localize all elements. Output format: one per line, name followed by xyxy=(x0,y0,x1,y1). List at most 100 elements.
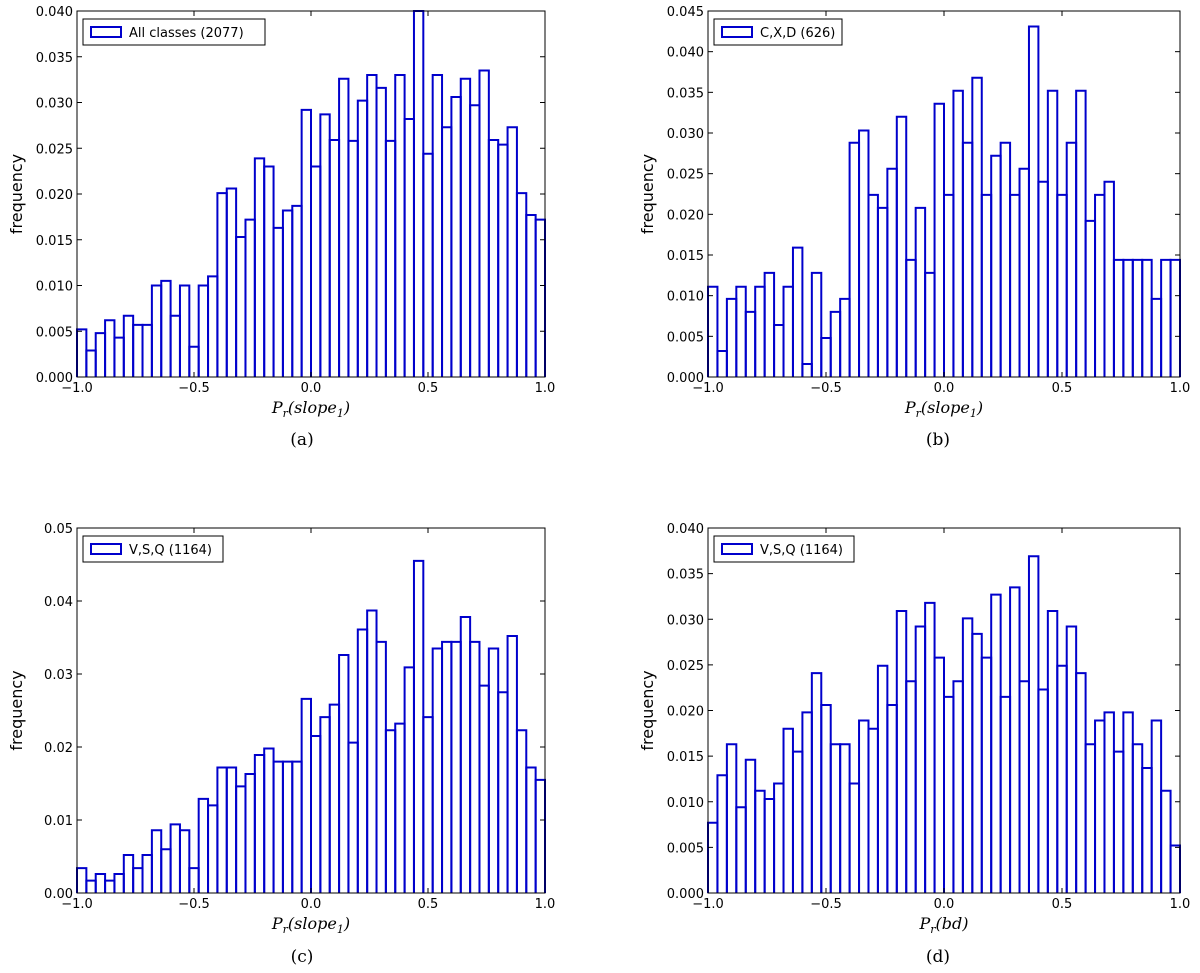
histogram-bar xyxy=(366,74,378,377)
histogram-bar xyxy=(1141,766,1153,893)
panel-caption: (c) xyxy=(291,947,314,967)
y-axis-label: frequency xyxy=(7,154,26,234)
histogram-bar xyxy=(1018,680,1030,893)
histogram-bar xyxy=(412,10,425,377)
histogram-bar xyxy=(1141,258,1153,377)
histogram-bar xyxy=(707,285,719,377)
histogram-bar xyxy=(132,867,144,893)
x-tick-label: 1.0 xyxy=(1170,897,1191,912)
histogram-bar xyxy=(534,218,546,377)
histogram-bars xyxy=(76,10,546,377)
histogram-bar xyxy=(1056,664,1068,893)
histogram-bar xyxy=(952,89,964,377)
x-tick-label: 0.5 xyxy=(1052,897,1073,912)
histogram-bar xyxy=(895,610,908,893)
x-tick-label: 0.0 xyxy=(301,897,322,912)
histogram-bar xyxy=(150,829,163,893)
histogram-bar xyxy=(497,691,509,893)
histogram-bar xyxy=(876,206,889,377)
histogram-bar xyxy=(85,879,97,893)
x-tick-label: 0.5 xyxy=(418,381,439,396)
y-tick-label: 0.04 xyxy=(44,595,73,610)
y-tick-label: 0.000 xyxy=(36,371,73,386)
histogram-bar xyxy=(1046,89,1059,377)
histogram-bar xyxy=(735,806,747,893)
legend-label: V,S,Q (1164) xyxy=(760,543,843,558)
histogram-bar xyxy=(216,766,228,893)
histogram-bar xyxy=(725,743,738,893)
histogram-bar xyxy=(1160,789,1172,893)
histogram-bar xyxy=(515,192,528,377)
histogram-bar xyxy=(375,86,387,377)
histogram-bar xyxy=(999,141,1012,377)
histogram-bar xyxy=(1046,610,1059,893)
histogram-bar xyxy=(952,680,964,893)
histogram-bar xyxy=(773,323,785,377)
legend-box xyxy=(82,535,224,563)
histogram-bar xyxy=(707,821,719,893)
y-tick-label: 0.005 xyxy=(667,330,704,345)
legend: All classes (2077) xyxy=(82,18,266,46)
histogram-bar xyxy=(1169,844,1181,893)
histogram-bar xyxy=(1037,180,1049,377)
histogram-bar xyxy=(328,139,341,377)
panel-caption: (d) xyxy=(926,947,950,967)
legend-swatch xyxy=(90,26,122,38)
histogram-bar xyxy=(810,672,823,893)
histogram-bar xyxy=(94,332,107,377)
histogram-bar xyxy=(943,193,955,377)
histogram-bar xyxy=(431,647,444,893)
x-axis-label: Pr(bd) xyxy=(918,914,968,936)
chart-panel: −1.0 −0.5 0.0 0.5 1.0 0.000 0.005 0.010 0.015 0.0… xyxy=(638,5,1190,450)
histogram-bar xyxy=(141,854,153,893)
histogram-bar xyxy=(1009,193,1021,377)
y-tick-label: 0.040 xyxy=(667,46,704,61)
histogram-bar xyxy=(347,741,359,893)
histogram-bar xyxy=(225,766,238,893)
histogram-bar xyxy=(1027,555,1040,893)
histogram-bar xyxy=(1169,258,1181,377)
histogram-bar xyxy=(197,797,210,893)
histogram-bar xyxy=(829,310,842,377)
histogram-bar xyxy=(216,192,228,377)
histogram-bar xyxy=(980,193,993,377)
histogram-bar xyxy=(235,236,247,377)
histogram-bar xyxy=(905,258,917,377)
histogram-bar xyxy=(160,279,172,377)
histogram-bar xyxy=(848,782,861,893)
histogram-bars xyxy=(707,25,1181,377)
legend-label: V,S,Q (1164) xyxy=(129,543,212,558)
histogram-bar xyxy=(469,640,481,893)
y-tick-label: 0.040 xyxy=(36,5,73,20)
histogram-bar xyxy=(1065,141,1078,377)
chart-panel: −1.0 −0.5 0.0 0.5 1.0 0.000 0.005 0.010 0.015 0.0… xyxy=(7,5,555,450)
histogram-bar xyxy=(820,704,832,893)
histogram-bar xyxy=(431,74,444,377)
histogram-bar xyxy=(763,271,776,377)
x-tick-label: −1.0 xyxy=(61,381,93,396)
histogram-bar xyxy=(76,867,88,893)
y-tick-label: 0.010 xyxy=(36,280,73,295)
y-tick-label: 0.05 xyxy=(44,522,73,537)
y-tick-label: 0.025 xyxy=(667,168,704,183)
histogram-bar xyxy=(150,284,163,377)
histogram-bar xyxy=(1122,258,1134,377)
x-tick-label: −0.5 xyxy=(178,381,210,396)
histogram-bar xyxy=(716,774,728,893)
histogram-bar xyxy=(1150,719,1163,893)
x-tick-label: 0.5 xyxy=(418,897,439,912)
histogram-bar xyxy=(384,729,397,893)
histogram-bar xyxy=(422,716,434,893)
histogram-bar xyxy=(272,226,284,377)
histogram-bar xyxy=(1150,297,1163,377)
histogram-bar xyxy=(422,152,434,377)
histogram-bar xyxy=(1075,89,1087,377)
x-tick-label: 1.0 xyxy=(1170,381,1191,396)
histogram-bar xyxy=(1122,711,1134,893)
histogram-bar xyxy=(178,284,191,377)
histogram-bar xyxy=(905,680,917,893)
legend: V,S,Q (1164) xyxy=(713,535,855,563)
histogram-bar xyxy=(525,766,537,893)
histogram-bar xyxy=(310,165,322,377)
